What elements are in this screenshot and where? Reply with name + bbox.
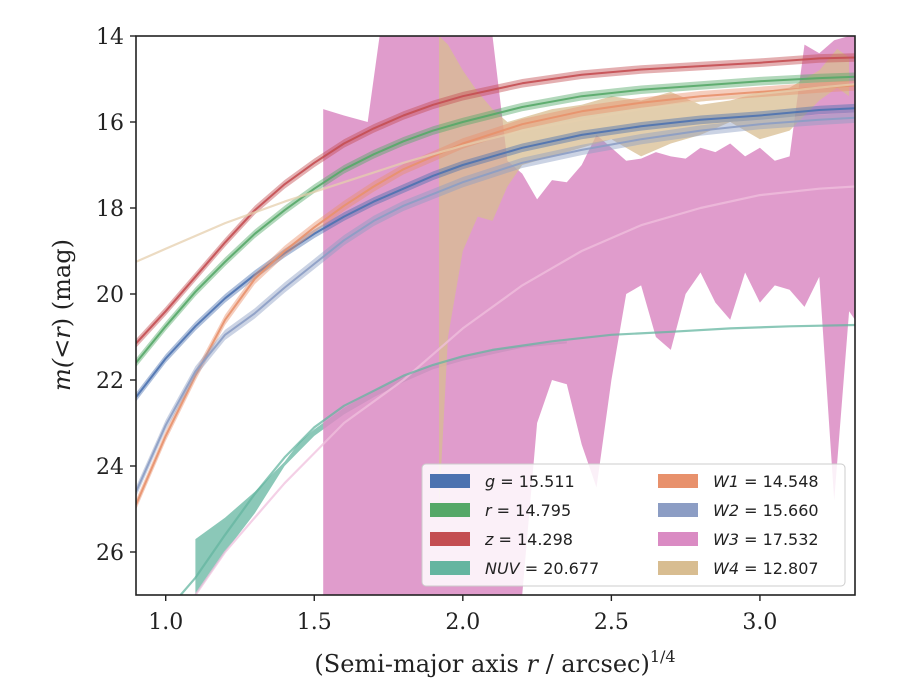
legend-swatch	[658, 503, 698, 517]
legend: g = 15.511 r = 14.795 z = 14.298 NUV = 20.6…	[421, 463, 846, 587]
y-tick-label: 22	[96, 369, 124, 394]
y-tick-label: 20	[96, 283, 124, 308]
legend-item-w4: W4 = 12.807	[658, 559, 819, 578]
legend-swatch	[430, 532, 470, 546]
x-axis-label: (Semi-major axis r / arcsec)1/4	[314, 647, 675, 678]
legend-swatch	[430, 474, 470, 488]
legend-label: NUV = 20.677	[485, 559, 599, 578]
series-line-g	[136, 107, 855, 398]
y-tick-label: 18	[96, 197, 124, 222]
legend-box	[421, 463, 846, 587]
legend-label: z = 14.298	[484, 530, 573, 549]
plot-frame	[135, 35, 856, 596]
x-tick-label: 3.0	[742, 610, 777, 635]
series-line-r	[136, 75, 855, 364]
series-line-z	[136, 56, 855, 345]
y-tick-label: 24	[96, 455, 124, 480]
legend-swatch	[430, 561, 470, 575]
legend-label: r = 14.795	[485, 501, 571, 520]
legend-item-w1: W1 = 14.548	[658, 472, 819, 491]
legend-label: g = 15.511	[485, 472, 575, 491]
legend-swatch	[430, 503, 470, 517]
series-line-nuv	[179, 323, 855, 595]
legend-item-w2: W2 = 15.660	[658, 501, 819, 520]
series-line-w1	[136, 84, 855, 506]
legend-label: W1 = 14.548	[713, 472, 819, 491]
x-tick-label: 1.5	[297, 610, 332, 635]
y-tick-label: 26	[96, 541, 124, 566]
x-axis: 1.0 1.5 2.0 2.5 3.0	[148, 595, 777, 635]
series-line-w2	[136, 116, 855, 493]
band-g	[136, 103, 855, 402]
x-tick-label: 2.5	[594, 610, 629, 635]
y-axis: 14 16 18 20 22 24 26	[96, 25, 136, 566]
x-tick-label: 1.0	[148, 610, 183, 635]
series-line-w4	[136, 83, 855, 263]
legend-item-r: r = 14.795	[430, 501, 571, 520]
series-line-w3	[194, 185, 855, 595]
y-tick-label: 16	[96, 111, 124, 136]
y-axis-label: m(<r) (mag)	[48, 239, 76, 391]
legend-swatch	[658, 474, 698, 488]
uncertainty-bands	[195, 36, 855, 595]
legend-item-g: g = 15.511	[430, 472, 575, 491]
legend-item-z: z = 14.298	[430, 530, 573, 549]
legend-swatch	[658, 561, 698, 575]
legend-label: W3 = 17.532	[713, 530, 819, 549]
series-lines	[136, 53, 855, 595]
legend-item-nuv: NUV = 20.677	[430, 559, 599, 578]
y-tick-label: 14	[96, 25, 124, 50]
legend-item-w3: W3 = 17.532	[658, 530, 819, 549]
x-tick-label: 2.0	[445, 610, 480, 635]
plot-area	[136, 36, 855, 595]
legend-label: W4 = 12.807	[713, 559, 819, 578]
legend-label: W2 = 15.660	[713, 501, 819, 520]
band-w4	[439, 36, 850, 509]
legend-swatch	[658, 532, 698, 546]
